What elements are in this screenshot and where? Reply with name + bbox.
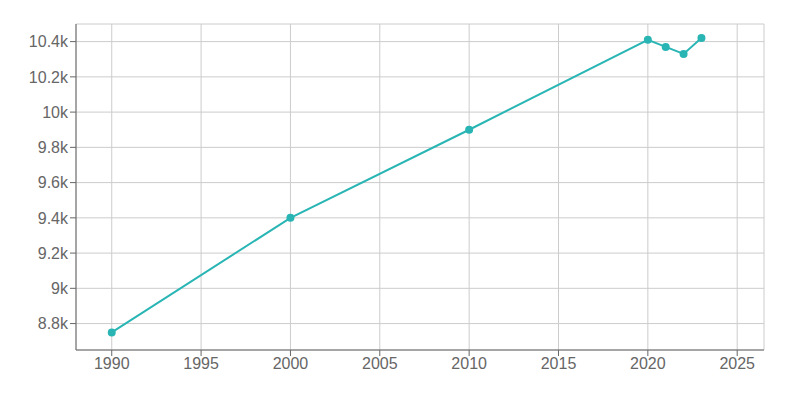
svg-text:2020: 2020 (630, 355, 666, 372)
svg-text:2015: 2015 (541, 355, 577, 372)
svg-text:8.8k: 8.8k (38, 315, 69, 332)
svg-text:9.8k: 9.8k (38, 139, 69, 156)
svg-text:9.2k: 9.2k (38, 245, 69, 262)
svg-text:9k: 9k (51, 280, 69, 297)
svg-text:2010: 2010 (451, 355, 487, 372)
svg-text:2005: 2005 (362, 355, 398, 372)
svg-text:2000: 2000 (273, 355, 309, 372)
svg-text:9.6k: 9.6k (38, 174, 69, 191)
svg-text:9.4k: 9.4k (38, 210, 69, 227)
svg-text:10k: 10k (42, 104, 69, 121)
svg-text:1995: 1995 (183, 355, 219, 372)
svg-text:10.2k: 10.2k (29, 69, 69, 86)
svg-text:1990: 1990 (94, 355, 130, 372)
svg-text:2025: 2025 (719, 355, 755, 372)
svg-text:10.4k: 10.4k (29, 33, 69, 50)
